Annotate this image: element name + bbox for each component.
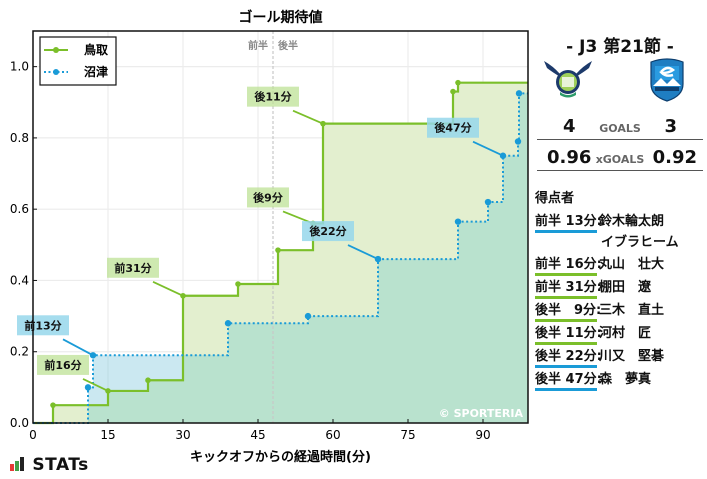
plot-frame <box>32 30 529 424</box>
annotation-label: 後9分 <box>253 190 283 204</box>
scorer-row: 前半 16分:丸山 壮大 <box>535 253 665 276</box>
y-tick-label: 1.0 <box>10 60 29 74</box>
first-half-label: 前半 <box>248 39 268 52</box>
xgoals-label: xGOALS <box>595 153 645 166</box>
match-title: - J3 第21節 - <box>566 37 674 57</box>
x-tick-label: 30 <box>175 428 190 442</box>
annotation-box <box>247 86 299 107</box>
annotation-pointer <box>292 109 324 125</box>
y-tick-label: 0.6 <box>10 202 29 216</box>
away-team-crest-icon <box>650 58 684 102</box>
home-goals: 4 <box>563 116 576 137</box>
overlap-fill <box>33 93 528 423</box>
data-point <box>145 377 151 384</box>
scorers-title: 得点者 <box>535 191 575 206</box>
stats-logo: STATs <box>10 455 89 475</box>
x-tick-label: 75 <box>400 428 415 442</box>
scorer-name: 河村 匠 <box>599 326 652 341</box>
xgoals-row: 0.96 xGOALS 0.92 <box>537 144 703 171</box>
annotation-label: 後47分 <box>434 121 471 135</box>
annotation-pointer <box>472 140 504 157</box>
scorer-row: 前半 13分:鈴木輪太朗 <box>535 210 665 233</box>
scorer-row: 後半 47分:森 夢真 <box>535 368 652 391</box>
x-tick-label: 15 <box>100 428 115 442</box>
annotation-pointer <box>347 244 379 260</box>
legend-marker-icon <box>53 47 59 53</box>
y-tick-label: 0.0 <box>10 416 29 430</box>
home-xg: 0.96 <box>547 147 592 168</box>
annotation-pointer <box>152 280 184 297</box>
data-point <box>454 218 462 225</box>
scorer-name: 森 夢真 <box>599 372 652 387</box>
annotation-box <box>247 187 289 208</box>
scorer-name: 鈴木輪太朗 <box>599 214 665 229</box>
away-goals: 3 <box>664 116 677 137</box>
series-line-tottori <box>33 81 528 425</box>
annotation-pointer <box>82 378 109 392</box>
scorer-time: 後半 47分: <box>535 372 602 391</box>
legend-label: 鳥取 <box>84 42 108 57</box>
chart-title: ゴール期待値 <box>239 9 323 26</box>
annotation-label: 前31分 <box>114 261 151 275</box>
x-tick-label: 60 <box>325 428 340 442</box>
scorer-row: 前半 31分:棚田 遼 <box>535 276 652 299</box>
x-tick-label: 0 <box>29 428 37 442</box>
data-point <box>515 90 523 97</box>
scorer-row: 後半 9分:三木 直土 <box>535 299 665 322</box>
annotation-label: 前13分 <box>24 318 61 332</box>
y-tick-label: 0.4 <box>10 273 29 287</box>
scorer-row: 後半 22分:川又 堅碁 <box>535 345 665 368</box>
scorer-row: 後半 11分:河村 匠 <box>535 322 652 345</box>
scorer-time: 前半 31分: <box>535 280 602 299</box>
data-point <box>304 312 312 320</box>
y-tick-label: 0.2 <box>10 345 29 359</box>
away-xg: 0.92 <box>652 147 697 168</box>
annotation-label: 後22分 <box>309 224 346 238</box>
scorer-time: 前半 13分: <box>535 214 602 233</box>
watermark: © SPORTERIA <box>439 407 524 420</box>
data-point <box>455 79 461 86</box>
x-tick-label: 45 <box>250 428 265 442</box>
scorer-row-continued: イブラヒーム <box>599 231 679 251</box>
x-tick-label: 90 <box>475 428 490 442</box>
data-point <box>50 402 56 408</box>
data-point <box>484 198 492 206</box>
data-point <box>450 88 456 95</box>
annotation-box <box>37 354 89 375</box>
annotation-box <box>107 257 159 278</box>
second-half-label: 後半 <box>278 39 298 52</box>
scorer-name: 棚田 遼 <box>599 280 652 295</box>
scorer-name: 三木 直土 <box>599 303 665 318</box>
annotation-box <box>427 117 479 138</box>
scorer-name: イブラヒーム <box>601 235 679 250</box>
home-team-crest-icon <box>544 61 592 98</box>
x-axis-label: キックオフからの経過時間(分) <box>190 449 371 465</box>
y-tick-label: 0.8 <box>10 131 29 145</box>
goals-row: 4 GOALS 3 <box>537 113 703 140</box>
legend-label: 沼津 <box>84 64 108 79</box>
annotation-label: 前16分 <box>44 358 81 372</box>
goals-label: GOALS <box>599 122 641 135</box>
annotation-label: 後11分 <box>254 90 291 104</box>
legend-box <box>39 36 117 86</box>
stats-logo-text: STATs <box>32 455 89 475</box>
scorer-name: 川又 堅碁 <box>599 349 665 364</box>
legend-marker-icon <box>53 69 59 75</box>
scorer-name: 丸山 壮大 <box>599 257 665 272</box>
data-point <box>514 138 522 145</box>
scorer-time: 前半 16分: <box>535 257 602 276</box>
scorer-time: 後半 22分: <box>535 349 602 368</box>
data-point <box>235 281 241 287</box>
annotation-box <box>302 221 354 242</box>
annotation-box <box>17 315 69 336</box>
data-point <box>224 320 232 327</box>
scorer-time: 後半 11分: <box>535 326 602 345</box>
annotation-pointer <box>62 338 94 357</box>
data-point <box>275 247 281 253</box>
bar-chart-icon <box>10 457 24 471</box>
data-point <box>84 384 92 391</box>
scorer-time: 後半 9分: <box>535 303 601 322</box>
